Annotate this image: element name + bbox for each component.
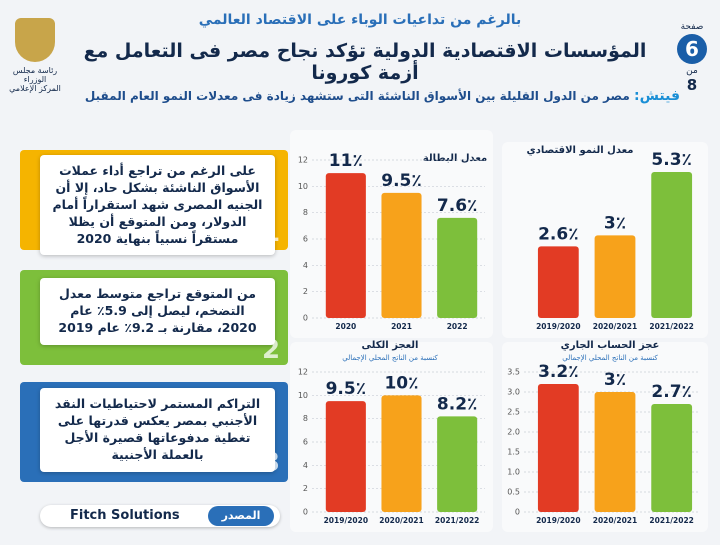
y-tick-label: 0 — [515, 508, 520, 517]
y-tick-label: 1.0 — [507, 468, 520, 477]
value-label: 5.3٪ — [651, 150, 692, 170]
logo-line: المركز الإعلامي — [9, 84, 61, 93]
chart-subtitle: كنسبة من الناتج المحلي الإجمالي — [342, 354, 438, 362]
page-number: 6 — [677, 34, 707, 64]
chart-title: العجز الكلى — [362, 340, 419, 351]
page-title: المؤسسات الاقتصادية الدولية تؤكد نجاح مص… — [83, 40, 647, 84]
chart-title: معدل النمو الاقتصادي — [527, 145, 634, 156]
value-label: 3٪ — [604, 370, 626, 390]
value-label: 7.6٪ — [437, 196, 478, 216]
chart-title: معدل البطالة — [423, 153, 487, 164]
y-tick-label: 8 — [303, 414, 308, 423]
y-tick-label: 4 — [303, 261, 308, 270]
value-label: 3٪ — [604, 213, 626, 233]
note-number: 3 — [261, 448, 281, 478]
bar — [437, 416, 478, 512]
y-tick-label: 2.5 — [507, 408, 520, 417]
x-tick-label: 2021/2022 — [435, 516, 480, 525]
seal — [15, 18, 55, 62]
y-tick-label: 2.0 — [507, 428, 520, 437]
x-tick-label: 2021/2022 — [649, 322, 694, 331]
page-word: صفحة — [680, 22, 704, 32]
bar — [537, 246, 579, 318]
bar — [381, 192, 422, 318]
x-tick-label: 2019/2020 — [536, 322, 581, 331]
x-tick-label: 2021 — [391, 322, 412, 331]
subtitle-text: مصر من الدول القليلة بين الأسواق الناشئة… — [84, 89, 630, 103]
value-label: 9.5٪ — [381, 171, 422, 191]
y-tick-label: 0 — [303, 314, 308, 323]
bar — [594, 235, 636, 318]
note: من المتوقع تراجع متوسط معدل التضخم، ليصل… — [40, 278, 275, 345]
bar — [651, 172, 693, 318]
chart-subtitle: كنسبة من الناتج المحلي الإجمالي — [562, 354, 658, 362]
value-label: 9.5٪ — [326, 379, 367, 399]
y-tick-label: 6 — [303, 438, 308, 447]
x-tick-label: 2021/2022 — [649, 516, 694, 525]
y-tick-label: 0 — [303, 508, 308, 517]
x-tick-label: 2020/2021 — [593, 322, 638, 331]
note-number: 2 — [261, 335, 281, 365]
bar — [325, 173, 366, 318]
note: على الرغم من تراجع أداء عملات الأسواق ال… — [40, 155, 275, 256]
y-tick-label: 10 — [298, 182, 308, 191]
y-tick-label: 12 — [298, 156, 308, 165]
value-label: 2.7٪ — [651, 382, 692, 402]
page-total: 8 — [686, 76, 698, 94]
y-tick-label: 2 — [303, 484, 308, 493]
source-label: المصدر — [208, 506, 274, 526]
page-badge: صفحة 6 من 8 — [672, 22, 712, 102]
y-tick-label: 2 — [303, 287, 308, 296]
y-tick-label: 6 — [303, 235, 308, 244]
logo-line: رئاسة مجلس الوزراء — [12, 66, 58, 84]
bar — [651, 404, 693, 512]
y-tick-label: 0.5 — [507, 488, 520, 497]
y-tick-label: 3.5 — [507, 368, 520, 377]
y-tick-label: 10 — [298, 391, 308, 400]
x-tick-label: 2022 — [447, 322, 468, 331]
x-tick-label: 2019/2020 — [536, 516, 581, 525]
bar — [437, 217, 478, 318]
y-tick-label: 3.0 — [507, 388, 520, 397]
x-tick-label: 2020/2021 — [593, 516, 638, 525]
y-tick-label: 12 — [298, 368, 308, 377]
chart-title: عجز الحساب الجاري — [561, 340, 660, 351]
y-tick-label: 1.5 — [507, 448, 520, 457]
value-label: 11٪ — [329, 151, 363, 171]
note: التراكم المستمر لاحتياطيات النقد الأجنبي… — [40, 388, 275, 472]
subtitle: فيتش: مصر من الدول القليلة بين الأسواق ا… — [20, 88, 680, 104]
note-number: 1 — [261, 218, 281, 248]
y-tick-label: 4 — [303, 461, 308, 470]
bar — [325, 401, 366, 512]
value-label: 3.2٪ — [538, 362, 579, 382]
of-word: من — [686, 66, 698, 76]
y-tick-label: 8 — [303, 208, 308, 217]
bar — [594, 392, 636, 512]
bar — [537, 384, 579, 512]
x-tick-label: 2020 — [335, 322, 356, 331]
value-label: 2.6٪ — [538, 224, 579, 244]
subtitle-label: فيتش: — [634, 88, 680, 104]
logo: رئاسة مجلس الوزراء المركز الإعلامي — [6, 18, 64, 108]
kicker: بالرغم من تداعيات الوباء على الاقتصاد ال… — [198, 12, 522, 28]
x-tick-label: 2019/2020 — [324, 516, 369, 525]
source-name: Fitch Solutions — [70, 508, 180, 523]
bar — [381, 395, 422, 512]
value-label: 8.2٪ — [437, 394, 478, 414]
x-tick-label: 2020/2021 — [379, 516, 424, 525]
value-label: 10٪ — [384, 373, 418, 393]
